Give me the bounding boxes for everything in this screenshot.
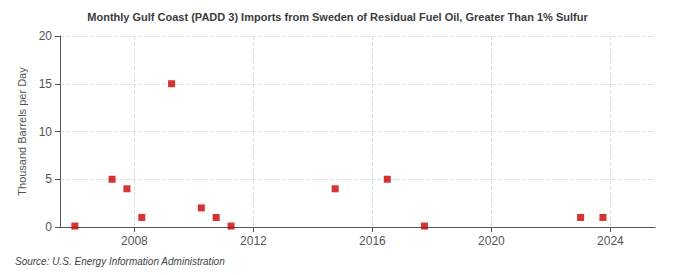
svg-text:0: 0 — [45, 220, 52, 234]
svg-text:Monthly Gulf Coast (PADD 3) Im: Monthly Gulf Coast (PADD 3) Imports from… — [87, 11, 588, 23]
svg-text:2012: 2012 — [240, 234, 267, 248]
svg-text:Thousand Barrels per Day: Thousand Barrels per Day — [16, 67, 28, 196]
svg-text:20: 20 — [39, 29, 53, 43]
svg-text:2008: 2008 — [121, 234, 148, 248]
svg-text:2020: 2020 — [478, 234, 505, 248]
svg-text:5: 5 — [45, 172, 52, 186]
svg-text:2024: 2024 — [597, 234, 624, 248]
svg-text:Source: U.S. Energy Informatio: Source: U.S. Energy Information Administ… — [15, 256, 225, 267]
svg-text:10: 10 — [39, 125, 53, 139]
svg-text:2016: 2016 — [359, 234, 386, 248]
svg-text:15: 15 — [39, 77, 53, 91]
